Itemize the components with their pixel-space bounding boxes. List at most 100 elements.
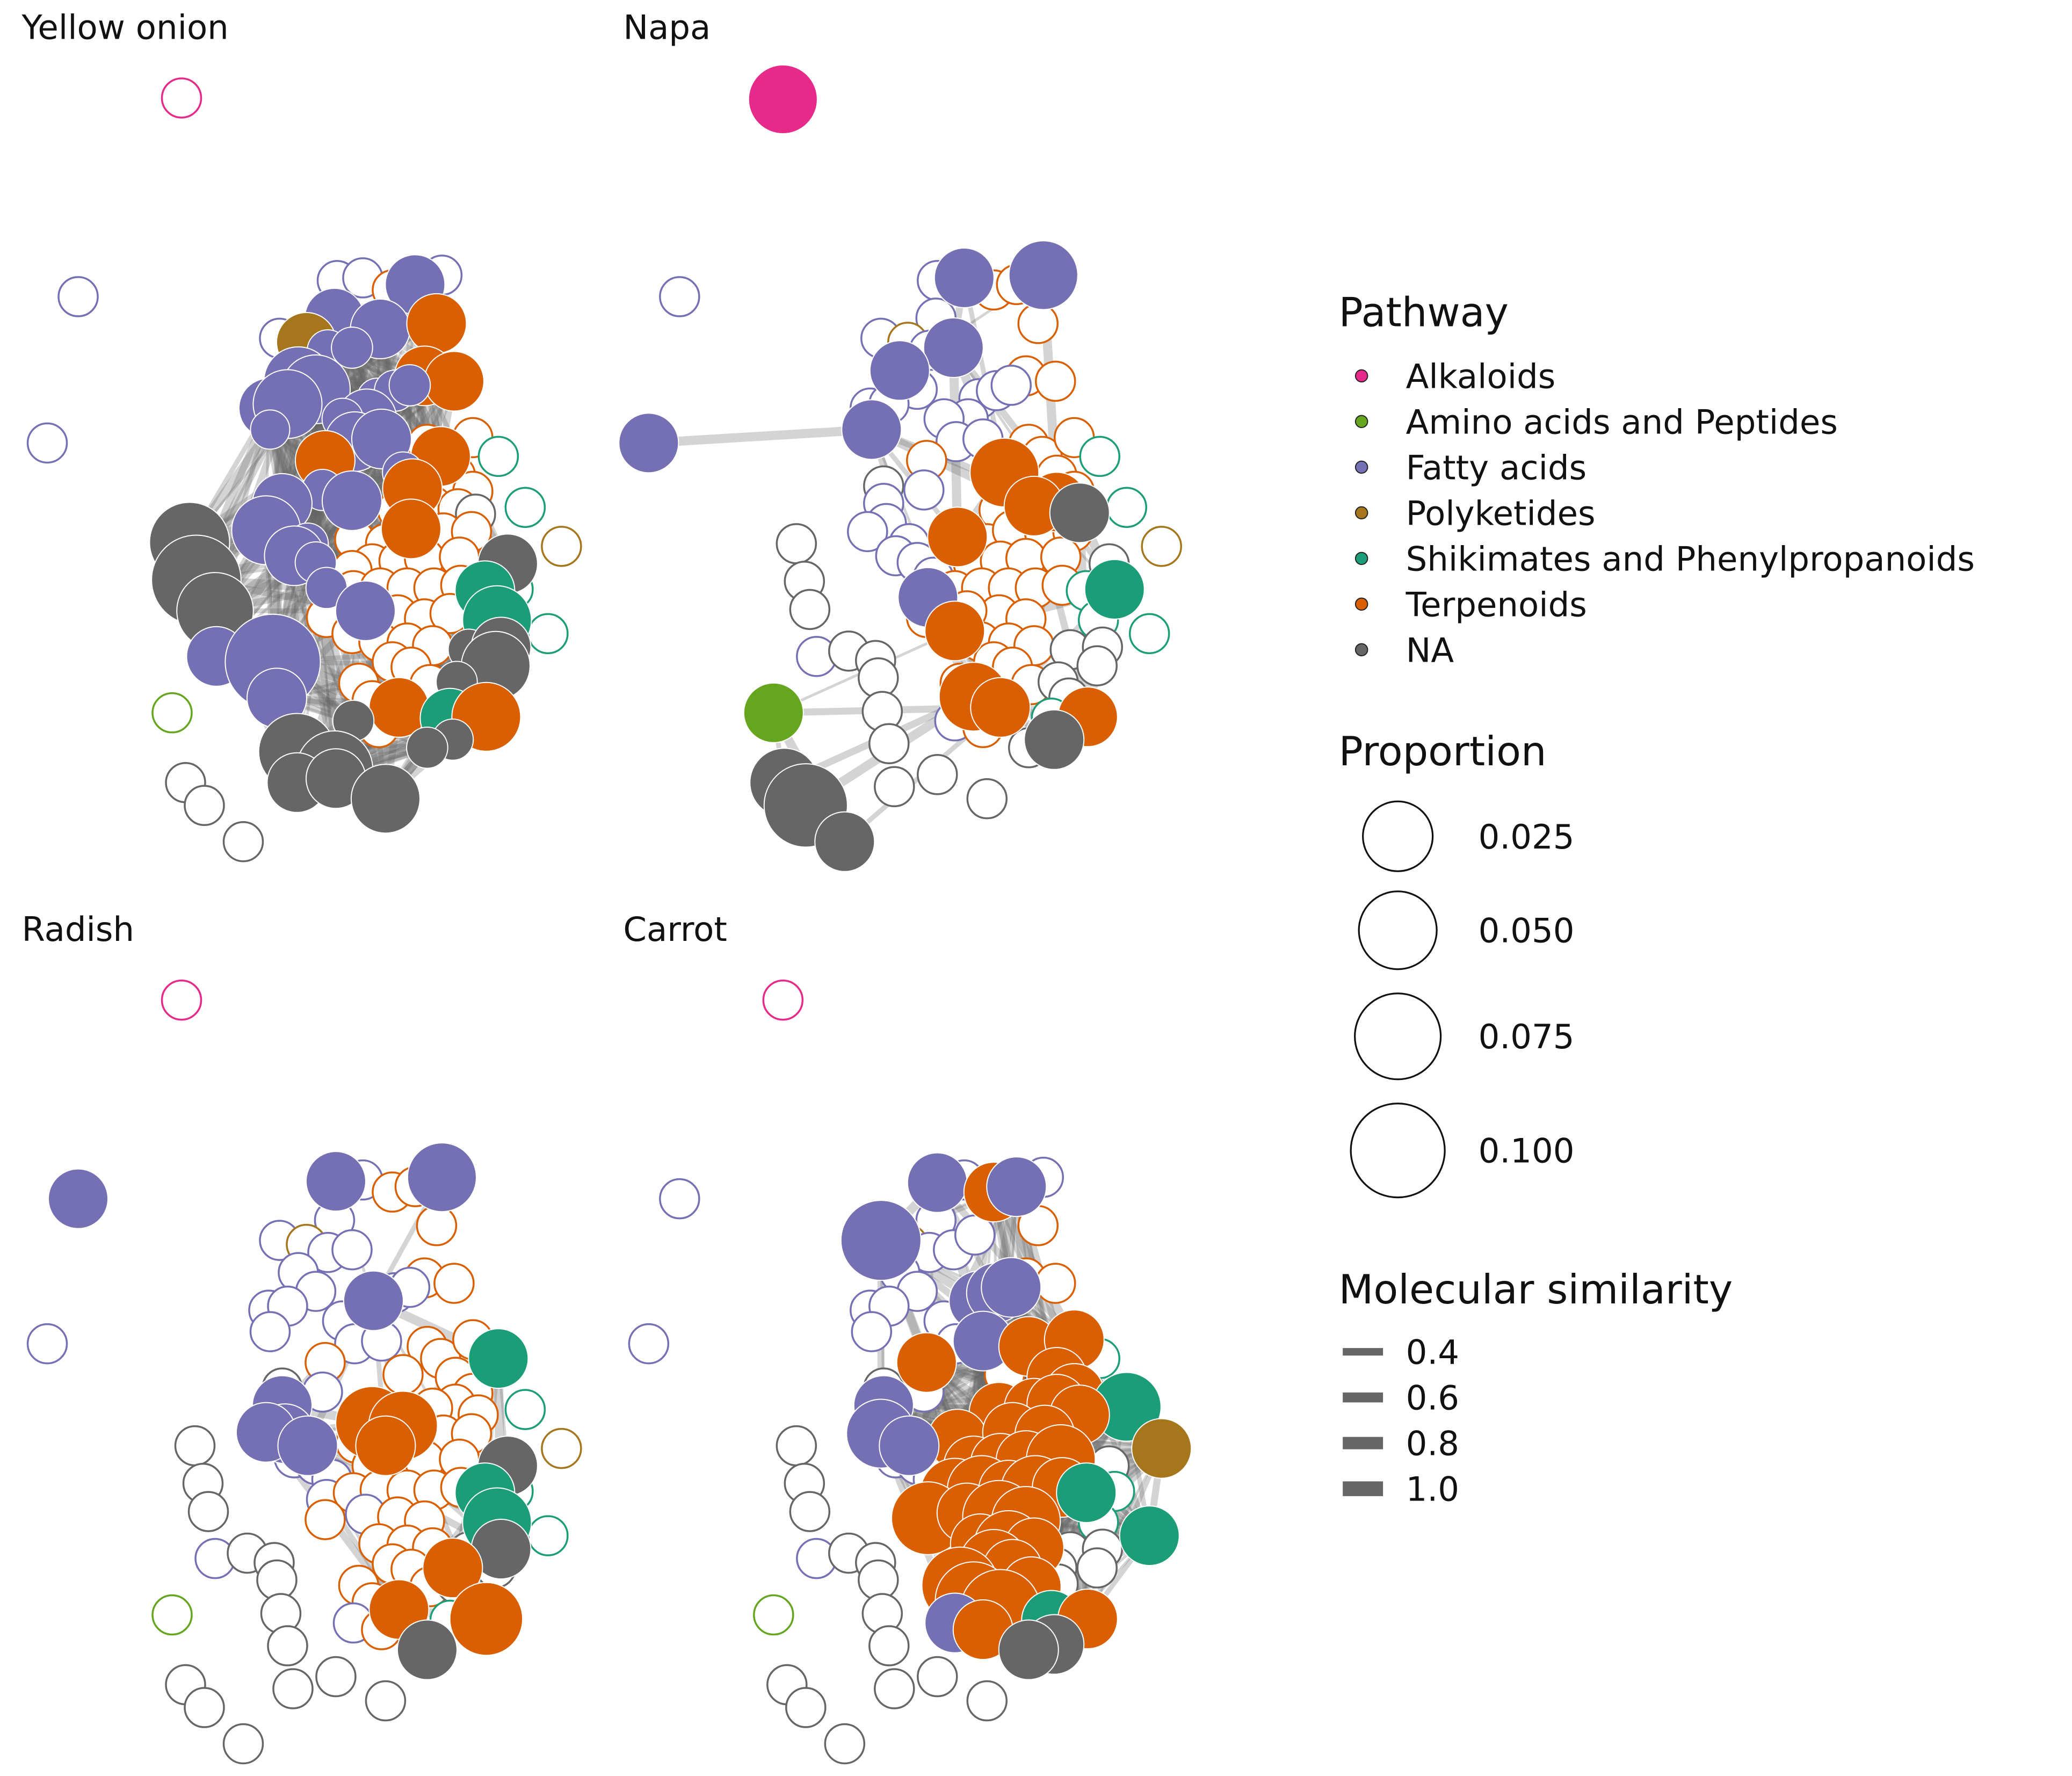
legend-pathway-label: NA bbox=[1406, 630, 1454, 670]
node-fatty-acids bbox=[981, 1257, 1042, 1318]
panel-title-carrot: Carrot bbox=[623, 910, 727, 949]
legend-pathway-items: Alkaloids Amino acids and Peptides Fatty a… bbox=[1354, 357, 1975, 670]
node-shikimates-and-phenylpropanoids bbox=[1079, 436, 1120, 477]
legend-pathway: Pathway Alkaloids Amino acids and Peptide… bbox=[1339, 288, 1975, 670]
node-na bbox=[966, 778, 1008, 820]
panel-radish: Radish bbox=[22, 910, 582, 1765]
node-na bbox=[917, 1656, 958, 1698]
legend-proportion-circle bbox=[1362, 800, 1434, 872]
node-fatty-acids bbox=[840, 1200, 922, 1281]
legend-pathway-swatch bbox=[1354, 552, 1368, 566]
node-na bbox=[174, 1425, 216, 1467]
legend-similarity-items: 0.4 0.6 0.8 1.0 bbox=[1343, 1333, 1459, 1509]
nodes-carrot bbox=[628, 979, 1192, 1765]
node-shikimates-and-phenylpropanoids bbox=[1128, 613, 1170, 655]
legend-similarity-item: 0.4 bbox=[1343, 1333, 1459, 1372]
node-na bbox=[868, 723, 910, 765]
node-fatty-acids bbox=[277, 1415, 338, 1476]
node-shikimates-and-phenylpropanoids bbox=[1106, 487, 1147, 528]
legend-pathway-item-alkaloids: Alkaloids bbox=[1354, 357, 1556, 396]
legend-pathway-swatch bbox=[1354, 460, 1368, 474]
legend-pathway-swatch bbox=[1354, 506, 1368, 520]
node-na bbox=[272, 1668, 314, 1709]
node-shikimates-and-phenylpropanoids bbox=[504, 487, 546, 528]
node-fatty-acids bbox=[923, 317, 984, 378]
node-na bbox=[874, 1668, 915, 1709]
legend-pathway-item-shikimates-and-phenylpropanoids: Shikimates and Phenylpropanoids bbox=[1354, 539, 1975, 578]
node-na bbox=[315, 1656, 357, 1698]
node-polyketides bbox=[541, 526, 582, 567]
node-fatty-acids bbox=[851, 1311, 893, 1352]
network-panels: Yellow onion Napa Radish Carrot bbox=[21, 8, 1192, 1765]
node-fatty-acids bbox=[1008, 240, 1078, 310]
node-na bbox=[868, 1625, 910, 1666]
node-terpenoids bbox=[382, 1354, 424, 1395]
node-na bbox=[222, 821, 264, 862]
node-fatty-acids bbox=[847, 511, 888, 553]
node-terpenoids bbox=[449, 1582, 524, 1656]
node-na bbox=[222, 1723, 264, 1765]
legend-pathway-label: Polyketides bbox=[1406, 494, 1596, 533]
node-fatty-acids bbox=[331, 1229, 373, 1271]
node-fatty-acids bbox=[628, 1323, 670, 1365]
node-na bbox=[187, 1491, 229, 1532]
node-fatty-acids bbox=[249, 1311, 291, 1352]
legend-proportion-items: 0.025 0.050 0.075 0.100 bbox=[1350, 800, 1575, 1199]
node-fatty-acids bbox=[907, 1152, 968, 1213]
nodes-radish bbox=[26, 979, 582, 1765]
legend-similarity-label: 0.8 bbox=[1406, 1424, 1459, 1463]
node-polyketides bbox=[541, 1427, 582, 1469]
node-alkaloids bbox=[161, 77, 202, 119]
node-fatty-acids bbox=[388, 364, 431, 407]
node-terpenoids bbox=[355, 1415, 416, 1476]
node-shikimates-and-phenylpropanoids bbox=[468, 1328, 529, 1389]
node-na bbox=[789, 1491, 831, 1532]
legend-pathway-item-na: NA bbox=[1354, 630, 1454, 670]
node-na bbox=[1024, 709, 1085, 770]
legend-proportion-item: 0.075 bbox=[1354, 992, 1575, 1081]
node-shikimates-and-phenylpropanoids bbox=[477, 436, 519, 477]
node-na bbox=[1076, 1547, 1118, 1589]
legend-pathway-label: Fatty acids bbox=[1406, 448, 1587, 487]
legend-pathway-swatch bbox=[1354, 597, 1368, 611]
legend-similarity-item: 0.6 bbox=[1343, 1379, 1459, 1418]
legend-proportion-title: Proportion bbox=[1339, 728, 1547, 775]
node-fatty-acids bbox=[250, 409, 291, 450]
legend-pathway-swatch bbox=[1354, 643, 1368, 657]
node-fatty-acids bbox=[879, 1415, 940, 1476]
node-na bbox=[785, 1687, 827, 1728]
node-na bbox=[874, 766, 915, 808]
node-fatty-acids bbox=[26, 1323, 68, 1365]
legend-similarity-item: 1.0 bbox=[1343, 1470, 1459, 1509]
node-fatty-acids bbox=[57, 276, 99, 317]
panel-title-napa: Napa bbox=[623, 8, 711, 47]
node-fatty-acids bbox=[48, 1168, 109, 1229]
panel-title-yellow-onion: Yellow onion bbox=[21, 8, 229, 47]
legend-pathway-item-terpenoids: Terpenoids bbox=[1354, 585, 1587, 624]
node-shikimates-and-phenylpropanoids bbox=[527, 613, 569, 655]
node-shikimates-and-phenylpropanoids bbox=[527, 1515, 569, 1556]
node-shikimates-and-phenylpropanoids bbox=[1119, 1505, 1180, 1567]
legend-similarity-title: Molecular similarity bbox=[1339, 1266, 1733, 1313]
node-amino-acids-and-peptides bbox=[743, 682, 804, 743]
node-amino-acids-and-peptides bbox=[151, 1594, 193, 1636]
nodes-yellow-onion bbox=[26, 77, 582, 862]
legend-pathway-label: Alkaloids bbox=[1406, 357, 1556, 396]
legend-proportion-item: 0.025 bbox=[1362, 800, 1575, 872]
node-terpenoids bbox=[406, 293, 467, 354]
node-amino-acids-and-peptides bbox=[753, 1594, 794, 1636]
node-terpenoids bbox=[927, 506, 988, 568]
legend-pathway-label: Amino acids and Peptides bbox=[1406, 402, 1838, 441]
node-na bbox=[998, 1619, 1059, 1680]
node-na bbox=[396, 1619, 458, 1680]
legend-pathway-swatch bbox=[1354, 369, 1368, 383]
legend-similarity-item: 0.8 bbox=[1343, 1424, 1459, 1463]
node-fatty-acids bbox=[343, 1270, 404, 1331]
legend-proportion-circle bbox=[1354, 992, 1442, 1081]
legend-proportion-label: 0.025 bbox=[1479, 817, 1575, 857]
node-fatty-acids bbox=[407, 1142, 477, 1213]
node-polyketides bbox=[1141, 526, 1182, 567]
legend-pathway-item-amino-acids-and-peptides: Amino acids and Peptides bbox=[1354, 402, 1838, 441]
legend-pathway-swatch bbox=[1354, 415, 1368, 429]
node-terpenoids bbox=[924, 600, 986, 662]
